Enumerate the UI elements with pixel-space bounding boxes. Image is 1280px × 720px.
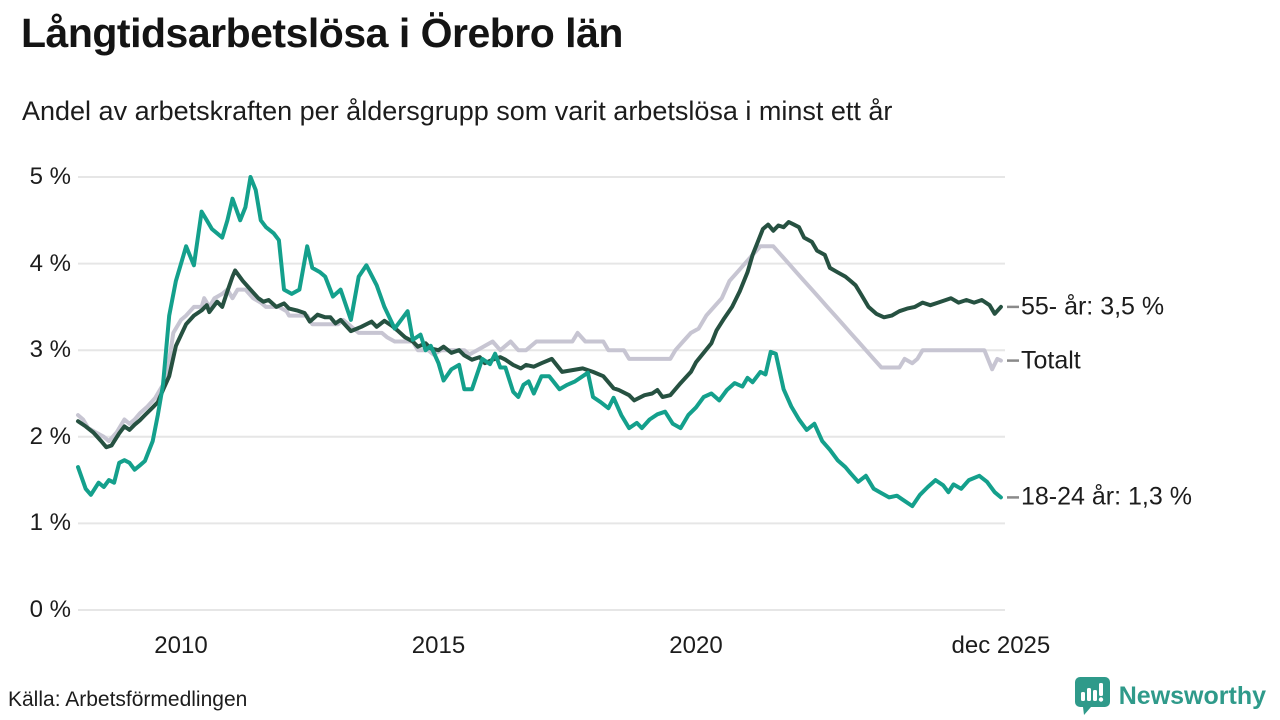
series-end-label: 55- år: 3,5 %	[1021, 292, 1165, 321]
series-end-label: 18-24 år: 1,3 %	[1021, 482, 1192, 511]
y-axis-label: 3 %	[29, 336, 71, 364]
brand-logo: Newsworthy	[1074, 676, 1266, 716]
y-axis-label: 4 %	[29, 249, 71, 277]
newsworthy-icon	[1074, 677, 1110, 715]
x-axis-label: 2015	[411, 632, 466, 659]
source-note: Källa: Arbetsförmedlingen	[8, 688, 248, 711]
x-axis-label: dec 2025	[951, 632, 1051, 659]
x-axis-label: 2010	[154, 632, 208, 659]
y-axis-label: 1 %	[29, 509, 71, 537]
y-axis-label: 5 %	[29, 163, 71, 190]
series-line-Totalt	[76, 244, 1003, 444]
x-axis-label: 2020	[669, 632, 723, 659]
chart-subtitle: Andel av arbetskraften per åldersgrupp s…	[22, 96, 893, 126]
y-axis-label: 2 %	[29, 422, 71, 450]
y-axis-label: 0 %	[29, 596, 71, 623]
series-line-55--år	[76, 220, 1003, 450]
chart-title: Långtidsarbetslösa i Örebro län	[21, 10, 623, 56]
brand-name: Newsworthy	[1118, 681, 1266, 710]
series-line-18-24-år	[76, 175, 1003, 509]
series-end-label: Totalt	[1021, 346, 1081, 375]
